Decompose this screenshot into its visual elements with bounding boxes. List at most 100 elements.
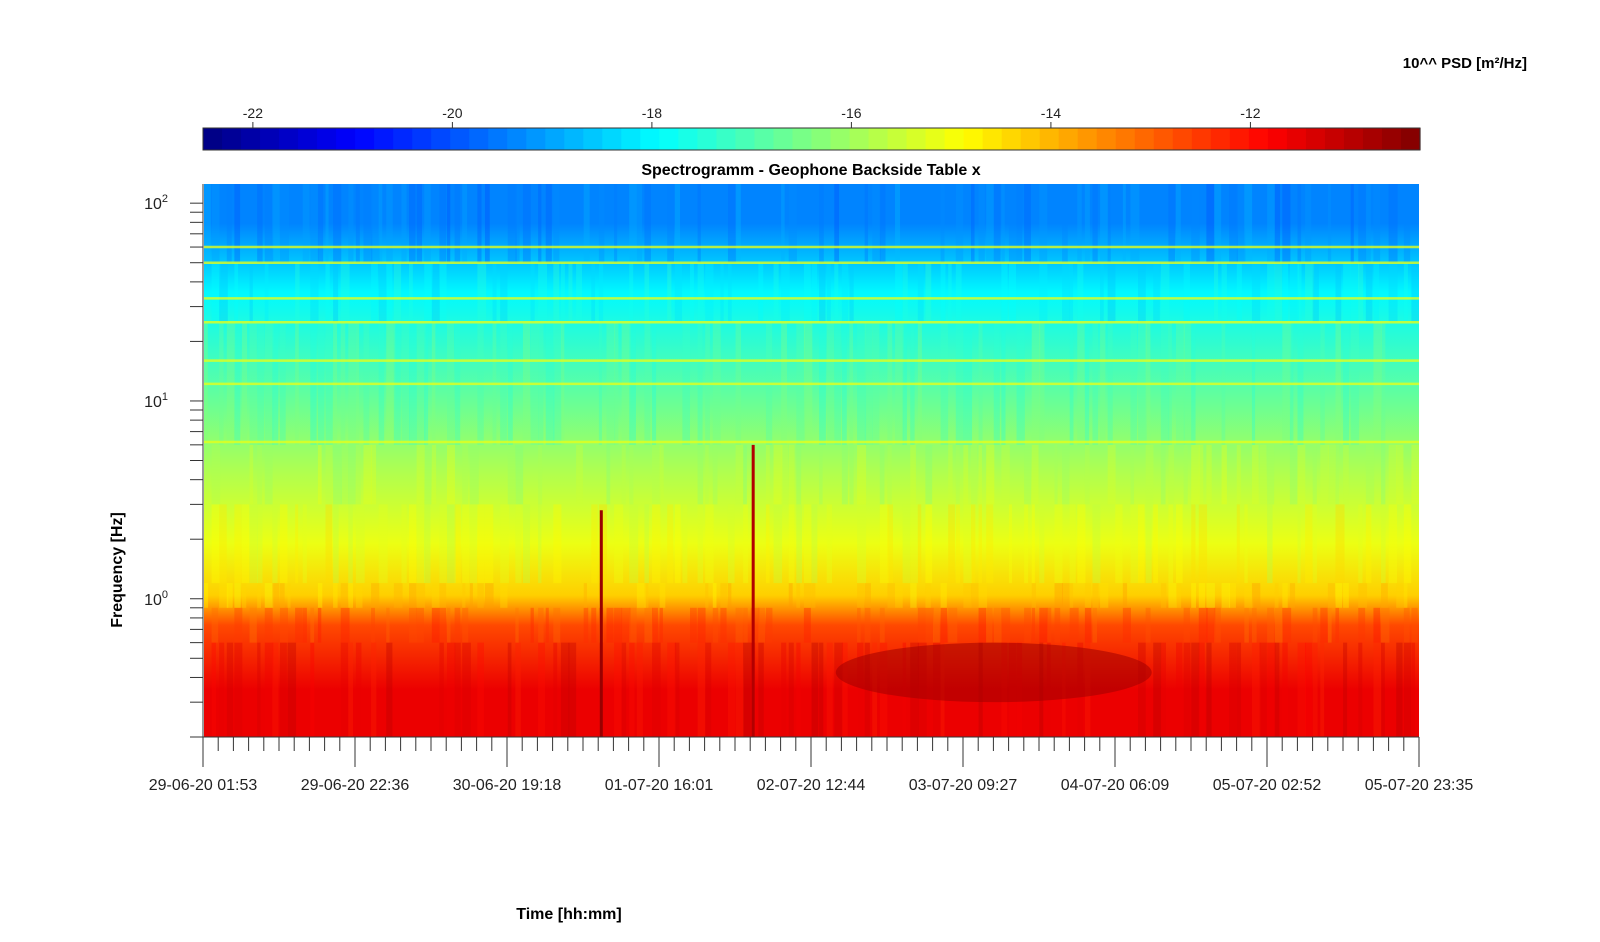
- colorbar-cell: [545, 128, 565, 150]
- heatmap-cell: [249, 444, 254, 505]
- heatmap-cell: [1115, 504, 1123, 584]
- heatmap-cell: [1327, 444, 1337, 505]
- heatmap-cell: [765, 504, 770, 584]
- heatmap-cell: [796, 583, 801, 608]
- heatmap-cell: [674, 642, 680, 737]
- heatmap-cell: [819, 444, 823, 505]
- heatmap-cell: [363, 444, 372, 505]
- colorbar-cell: [830, 128, 851, 150]
- colorbar-cell: [792, 128, 813, 150]
- heatmap-cell: [386, 607, 390, 643]
- heatmap-cell: [1213, 262, 1219, 323]
- heatmap-cell: [378, 184, 383, 263]
- heatmap-cell: [1206, 583, 1215, 608]
- heatmap-cell: [462, 583, 466, 608]
- heatmap-cell: [371, 444, 377, 505]
- heatmap-cell: [697, 184, 701, 263]
- heatmap-cell: [917, 607, 926, 643]
- heatmap-cell: [834, 184, 840, 263]
- heatmap-cell: [1236, 262, 1242, 323]
- heatmap-cell: [986, 444, 995, 505]
- heatmap-cell: [469, 504, 477, 584]
- heatmap-cell: [1206, 184, 1215, 263]
- heatmap-cell: [788, 444, 795, 505]
- heatmap-cell: [652, 642, 661, 737]
- heatmap-cell: [1092, 184, 1098, 263]
- heatmap-cell: [1289, 583, 1296, 608]
- colorbar-cell: [1343, 128, 1364, 150]
- heatmap-cell: [781, 184, 785, 263]
- heatmap-cell: [629, 607, 637, 643]
- heatmap-cell: [431, 444, 437, 505]
- colorbar-cell: [963, 128, 984, 150]
- heatmap-cell: [416, 583, 426, 608]
- heatmap-cell: [226, 184, 232, 263]
- heatmap-cell: [765, 607, 773, 643]
- heatmap-cell: [439, 262, 447, 323]
- heatmap-cell: [1267, 504, 1273, 584]
- heatmap-cell: [279, 504, 288, 584]
- heatmap-cell: [325, 262, 330, 323]
- colorbar-cell: [1210, 128, 1231, 150]
- heatmap-cell: [1282, 583, 1288, 608]
- heatmap-cell: [606, 444, 611, 505]
- heatmap-cell: [629, 504, 639, 584]
- colorbar-cell: [1324, 128, 1345, 150]
- heatmap-cell: [674, 262, 683, 323]
- heatmap-cell: [204, 184, 211, 263]
- x-tick-label: 05-07-20 23:35: [1365, 777, 1474, 794]
- heatmap-cell: [1381, 444, 1386, 505]
- heatmap-cell: [1274, 184, 1281, 263]
- heatmap-cell: [1107, 262, 1116, 323]
- heatmap-cell: [1191, 642, 1200, 737]
- heatmap-cell: [758, 607, 766, 643]
- heatmap-cell: [1176, 184, 1181, 263]
- heatmap-cell: [1327, 184, 1332, 263]
- heatmap-cell: [652, 444, 661, 505]
- heatmap-bands: [204, 184, 1419, 737]
- heatmap-cell: [469, 444, 479, 505]
- heatmap-cell: [1084, 444, 1090, 505]
- heatmap-cell: [1267, 262, 1276, 323]
- heatmap-cell: [1411, 262, 1419, 323]
- heatmap-cell: [302, 504, 307, 584]
- heatmap-cell: [1024, 504, 1029, 584]
- heatmap-cell: [1176, 583, 1182, 608]
- heatmap-cell: [925, 262, 932, 323]
- heatmap-cell: [1168, 184, 1176, 263]
- heatmap-cell: [1107, 444, 1116, 505]
- heatmap-cell: [1282, 642, 1288, 737]
- heatmap-cell: [925, 583, 931, 608]
- heatmap-cell: [1206, 444, 1212, 505]
- heatmap-cell: [538, 444, 543, 505]
- heatmap-cell: [1282, 184, 1291, 263]
- heatmap-cell: [712, 607, 719, 643]
- heatmap-cell: [788, 642, 794, 737]
- heatmap-cell: [614, 607, 623, 643]
- heatmap-cell: [849, 444, 854, 505]
- heatmap-cell: [1259, 444, 1267, 505]
- colorbar-cell: [507, 128, 527, 150]
- heatmap-cell: [568, 642, 577, 737]
- heatmap-cell: [1077, 262, 1084, 323]
- x-axis-label: Time [hh:mm]: [516, 906, 621, 923]
- heatmap-cell: [1236, 184, 1246, 263]
- heatmap-cell: [727, 504, 735, 584]
- heatmap-cell: [978, 444, 982, 505]
- heatmap-cell: [553, 504, 562, 584]
- heatmap-cell: [279, 184, 290, 263]
- heatmap-cell: [1365, 504, 1372, 584]
- heatmap-cell: [234, 504, 242, 584]
- heatmap-cell: [507, 184, 517, 263]
- heatmap-cell: [1335, 262, 1342, 323]
- heatmap-cell: [1191, 583, 1196, 608]
- heatmap-cell: [424, 444, 432, 505]
- heatmap-cell: [317, 184, 324, 263]
- heatmap-cell: [355, 444, 361, 505]
- heatmap-cell: [629, 184, 637, 263]
- heatmap-cell: [644, 184, 651, 263]
- heatmap-cell: [948, 504, 955, 584]
- heatmap-cell: [1001, 184, 1005, 263]
- heatmap-cell: [697, 444, 704, 505]
- heatmap-cell: [697, 262, 704, 323]
